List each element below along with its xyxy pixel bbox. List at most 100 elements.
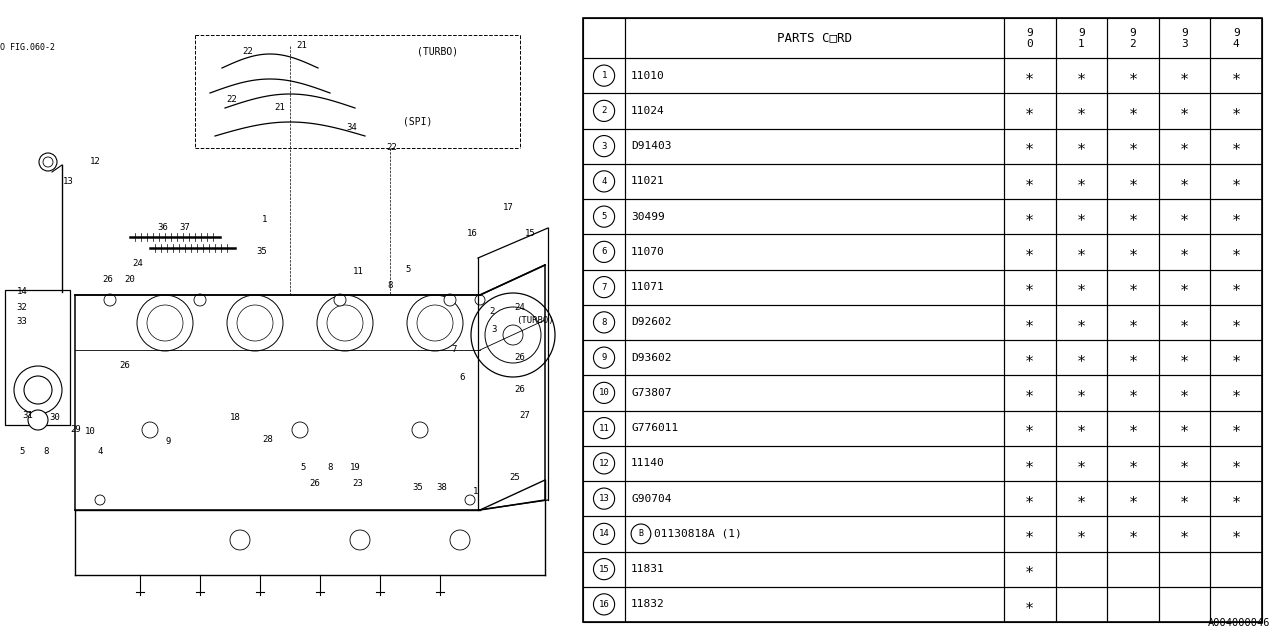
- Circle shape: [142, 422, 157, 438]
- Text: 14: 14: [599, 529, 609, 538]
- Text: 2: 2: [602, 106, 607, 115]
- Text: 11: 11: [352, 268, 364, 276]
- Circle shape: [28, 410, 49, 430]
- Text: ∗: ∗: [1076, 139, 1085, 154]
- Circle shape: [227, 295, 283, 351]
- Bar: [1107, 375, 1158, 410]
- Text: 28: 28: [262, 435, 274, 445]
- Text: ∗: ∗: [1076, 280, 1085, 294]
- Text: ∗: ∗: [1231, 139, 1240, 154]
- Circle shape: [349, 530, 370, 550]
- Bar: [1004, 93, 1056, 129]
- Bar: [1004, 269, 1056, 305]
- Bar: [1004, 305, 1056, 340]
- Text: G73807: G73807: [631, 388, 672, 398]
- Text: 30499: 30499: [631, 212, 664, 221]
- Text: 12: 12: [599, 459, 609, 468]
- Text: 4: 4: [602, 177, 607, 186]
- Circle shape: [334, 294, 346, 306]
- Bar: [1056, 445, 1107, 481]
- Text: 21: 21: [275, 102, 285, 111]
- Text: ∗: ∗: [1231, 315, 1240, 330]
- Circle shape: [38, 153, 58, 171]
- Text: ∗: ∗: [1076, 315, 1085, 330]
- Bar: [1056, 58, 1107, 93]
- Text: 11071: 11071: [631, 282, 664, 292]
- Circle shape: [594, 276, 614, 298]
- Text: ∗: ∗: [1076, 385, 1085, 401]
- Text: D91403: D91403: [631, 141, 672, 151]
- Text: 11: 11: [599, 424, 609, 433]
- Bar: [1158, 375, 1211, 410]
- Bar: [1158, 305, 1211, 340]
- Circle shape: [594, 382, 614, 403]
- Circle shape: [465, 495, 475, 505]
- Bar: [1107, 269, 1158, 305]
- Bar: [1107, 58, 1158, 93]
- Bar: [1107, 410, 1158, 445]
- Text: 1: 1: [474, 488, 479, 497]
- Text: ∗: ∗: [1025, 491, 1034, 506]
- Bar: [1107, 93, 1158, 129]
- Text: 8: 8: [388, 282, 393, 291]
- Text: 11021: 11021: [631, 177, 664, 186]
- Text: 35: 35: [412, 483, 424, 493]
- Circle shape: [594, 594, 614, 615]
- Bar: [625, 552, 1004, 587]
- Circle shape: [471, 293, 556, 377]
- Circle shape: [44, 157, 52, 167]
- Circle shape: [594, 136, 614, 157]
- Text: ∗: ∗: [1180, 209, 1189, 224]
- Bar: [1158, 587, 1211, 622]
- Bar: [625, 481, 1004, 516]
- Circle shape: [317, 295, 372, 351]
- Text: 26: 26: [515, 385, 525, 394]
- Bar: [1211, 516, 1262, 552]
- Text: 3: 3: [602, 141, 607, 150]
- Text: 5: 5: [301, 463, 306, 472]
- Bar: [1158, 516, 1211, 552]
- Bar: [1004, 234, 1056, 269]
- Text: ∗: ∗: [1025, 244, 1034, 259]
- Text: ∗: ∗: [1180, 104, 1189, 118]
- Bar: [1211, 164, 1262, 199]
- Text: ∗: ∗: [1076, 526, 1085, 541]
- Text: ∗: ∗: [1129, 456, 1138, 471]
- Text: ∗: ∗: [1025, 174, 1034, 189]
- Text: 27: 27: [520, 410, 530, 419]
- Text: ∗: ∗: [1025, 315, 1034, 330]
- Circle shape: [147, 305, 183, 341]
- Bar: [1056, 587, 1107, 622]
- Text: ∗: ∗: [1025, 385, 1034, 401]
- Circle shape: [292, 422, 308, 438]
- Text: (TURBO): (TURBO): [417, 47, 458, 57]
- Bar: [1004, 340, 1056, 375]
- Text: 26: 26: [102, 275, 114, 285]
- Bar: [1107, 552, 1158, 587]
- Text: 3: 3: [1181, 39, 1188, 49]
- Text: ∗: ∗: [1025, 597, 1034, 612]
- Bar: [625, 164, 1004, 199]
- Text: ∗: ∗: [1180, 350, 1189, 365]
- Bar: [1211, 234, 1262, 269]
- Bar: [1211, 129, 1262, 164]
- Bar: [1056, 305, 1107, 340]
- Bar: [625, 375, 1004, 410]
- Text: 11024: 11024: [631, 106, 664, 116]
- Text: 22: 22: [227, 95, 237, 104]
- Text: ∗: ∗: [1231, 209, 1240, 224]
- Text: ∗: ∗: [1231, 350, 1240, 365]
- Bar: [1211, 58, 1262, 93]
- Bar: [1107, 340, 1158, 375]
- Text: 10: 10: [84, 428, 96, 436]
- Text: 11832: 11832: [631, 600, 664, 609]
- Text: 7: 7: [452, 346, 457, 355]
- Circle shape: [594, 206, 614, 227]
- Bar: [1056, 164, 1107, 199]
- Text: ∗: ∗: [1180, 244, 1189, 259]
- Bar: [1211, 93, 1262, 129]
- Circle shape: [594, 453, 614, 474]
- Text: 12: 12: [90, 157, 100, 166]
- Text: 0: 0: [1027, 39, 1033, 49]
- Text: 10: 10: [599, 388, 609, 397]
